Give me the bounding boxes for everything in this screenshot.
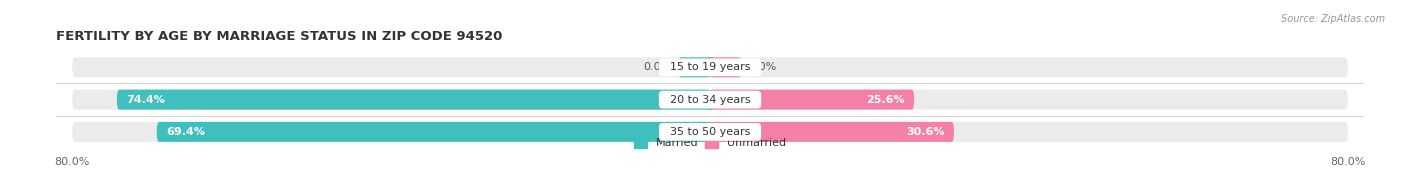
FancyBboxPatch shape <box>710 57 742 77</box>
Text: 15 to 19 years: 15 to 19 years <box>662 62 758 72</box>
Text: Source: ZipAtlas.com: Source: ZipAtlas.com <box>1281 14 1385 24</box>
FancyBboxPatch shape <box>710 122 955 142</box>
Text: 69.4%: 69.4% <box>166 127 205 137</box>
Bar <box>707 57 710 77</box>
FancyBboxPatch shape <box>72 122 1348 142</box>
FancyBboxPatch shape <box>72 57 1348 77</box>
FancyBboxPatch shape <box>117 90 710 110</box>
Text: FERTILITY BY AGE BY MARRIAGE STATUS IN ZIP CODE 94520: FERTILITY BY AGE BY MARRIAGE STATUS IN Z… <box>56 30 502 43</box>
Bar <box>707 90 710 110</box>
FancyBboxPatch shape <box>710 90 914 110</box>
Bar <box>710 122 713 142</box>
Text: 0.0%: 0.0% <box>644 62 672 72</box>
Text: 25.6%: 25.6% <box>866 95 904 105</box>
FancyBboxPatch shape <box>72 90 1348 110</box>
Text: 74.4%: 74.4% <box>127 95 166 105</box>
Bar <box>710 57 713 77</box>
Text: 20 to 34 years: 20 to 34 years <box>662 95 758 105</box>
Bar <box>707 122 710 142</box>
FancyBboxPatch shape <box>678 57 710 77</box>
FancyBboxPatch shape <box>156 122 710 142</box>
Bar <box>710 90 713 110</box>
Text: 0.0%: 0.0% <box>748 62 776 72</box>
Text: 35 to 50 years: 35 to 50 years <box>662 127 758 137</box>
Legend: Married, Unmarried: Married, Unmarried <box>628 133 792 153</box>
Text: 30.6%: 30.6% <box>905 127 945 137</box>
